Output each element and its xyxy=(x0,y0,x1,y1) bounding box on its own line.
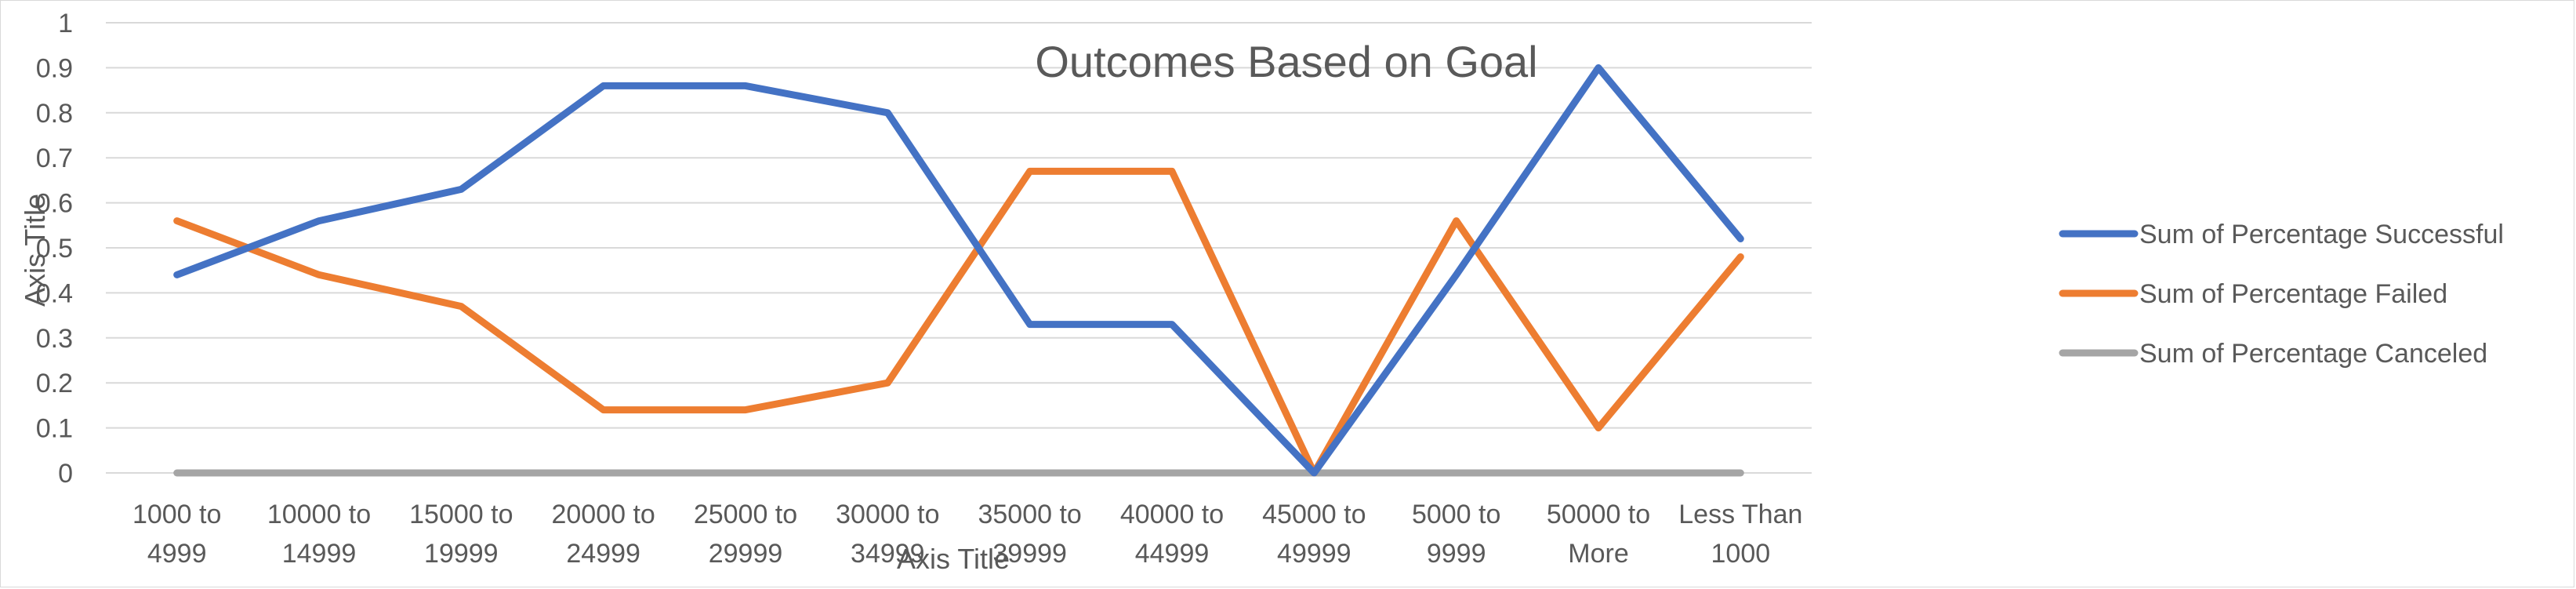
x-tick-label: 40000 to 44999 xyxy=(1120,500,1224,569)
y-tick-label: 0.6 xyxy=(36,189,73,219)
legend-label: Sum of Percentage Successful xyxy=(2139,220,2504,249)
legend-label: Sum of Percentage Canceled xyxy=(2139,339,2487,369)
series-line xyxy=(173,167,1744,477)
x-tick-label: 15000 to 19999 xyxy=(409,500,513,569)
gridlines xyxy=(106,22,1812,474)
x-tick-label: 1000 to 4999 xyxy=(132,500,221,569)
y-tick-label: 0 xyxy=(58,459,73,489)
x-tick-label: 25000 to 29999 xyxy=(694,500,797,569)
y-tick-label: 0.2 xyxy=(36,369,73,398)
y-tick-label: 0.8 xyxy=(36,99,73,129)
x-tick-label: Less Than 1000 xyxy=(1678,500,1802,569)
y-tick-label: 1 xyxy=(58,9,73,38)
x-tick-label: 30000 to 34999 xyxy=(836,500,939,569)
y-tick-label: 0.1 xyxy=(36,414,73,444)
y-tick-label: 0.9 xyxy=(36,53,73,83)
y-tick-label: 0.7 xyxy=(36,144,73,173)
x-tick-label: 50000 to More xyxy=(1547,500,1650,569)
series-lines xyxy=(173,64,1744,477)
legend: Sum of Percentage Successful Sum of Perce… xyxy=(2059,220,2504,369)
x-tick-label: 5000 to 9999 xyxy=(1412,500,1500,569)
chart-title: Outcomes Based on Goal xyxy=(1035,37,1537,86)
y-tick-label: 0.5 xyxy=(36,234,73,264)
x-tick-label: 20000 to 24999 xyxy=(551,500,655,569)
x-tick-label: 10000 to 14999 xyxy=(267,500,371,569)
x-axis-ticks: 1000 to 4999 10000 to 14999 15000 to 19999 200… xyxy=(132,500,1802,569)
x-axis-title: Axis Title xyxy=(897,543,1010,575)
x-tick-label: 45000 to 49999 xyxy=(1262,500,1366,569)
x-tick-label: 35000 to 39999 xyxy=(978,500,1081,569)
legend-label: Sum of Percentage Failed xyxy=(2139,279,2447,309)
y-axis-title: Axis Title xyxy=(19,194,51,307)
y-tick-label: 0.3 xyxy=(36,324,73,354)
y-axis-ticks: 0 0.1 0.2 0.3 0.4 0.5 0.6 0.7 0.8 0.9 1 xyxy=(36,9,73,489)
series-line xyxy=(173,64,1744,477)
y-tick-label: 0.4 xyxy=(36,278,73,308)
